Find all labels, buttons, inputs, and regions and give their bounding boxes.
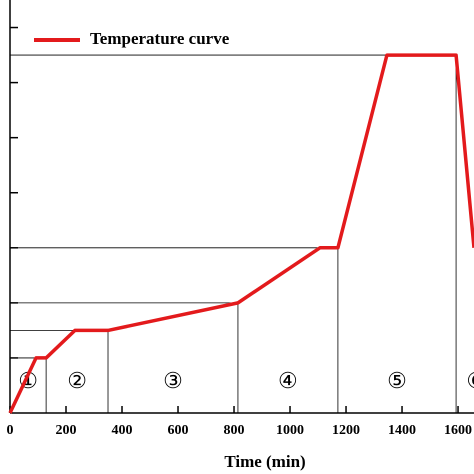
legend: Temperature curve: [34, 29, 230, 48]
stage-label: ④: [278, 368, 298, 393]
stage-label: ⑤: [387, 368, 407, 393]
stage-label: ③: [163, 368, 183, 393]
stage-label: ②: [67, 368, 87, 393]
stage-label: ⑥: [466, 368, 474, 393]
legend-label: Temperature curve: [90, 29, 230, 48]
x-tick-label: 200: [56, 423, 77, 438]
x-tick-label: 600: [168, 423, 189, 438]
x-tick-label: 800: [224, 423, 245, 438]
x-tick-label: 1600: [444, 423, 472, 438]
x-tick-label: 0: [7, 423, 14, 438]
x-tick-label: 400: [112, 423, 133, 438]
temperature-line: [8, 53, 474, 414]
x-axis-title: Time (min): [224, 452, 305, 471]
x-tick-label: 1400: [388, 423, 416, 438]
x-tick-label: 1000: [276, 423, 304, 438]
x-tick-label: 1200: [332, 423, 360, 438]
